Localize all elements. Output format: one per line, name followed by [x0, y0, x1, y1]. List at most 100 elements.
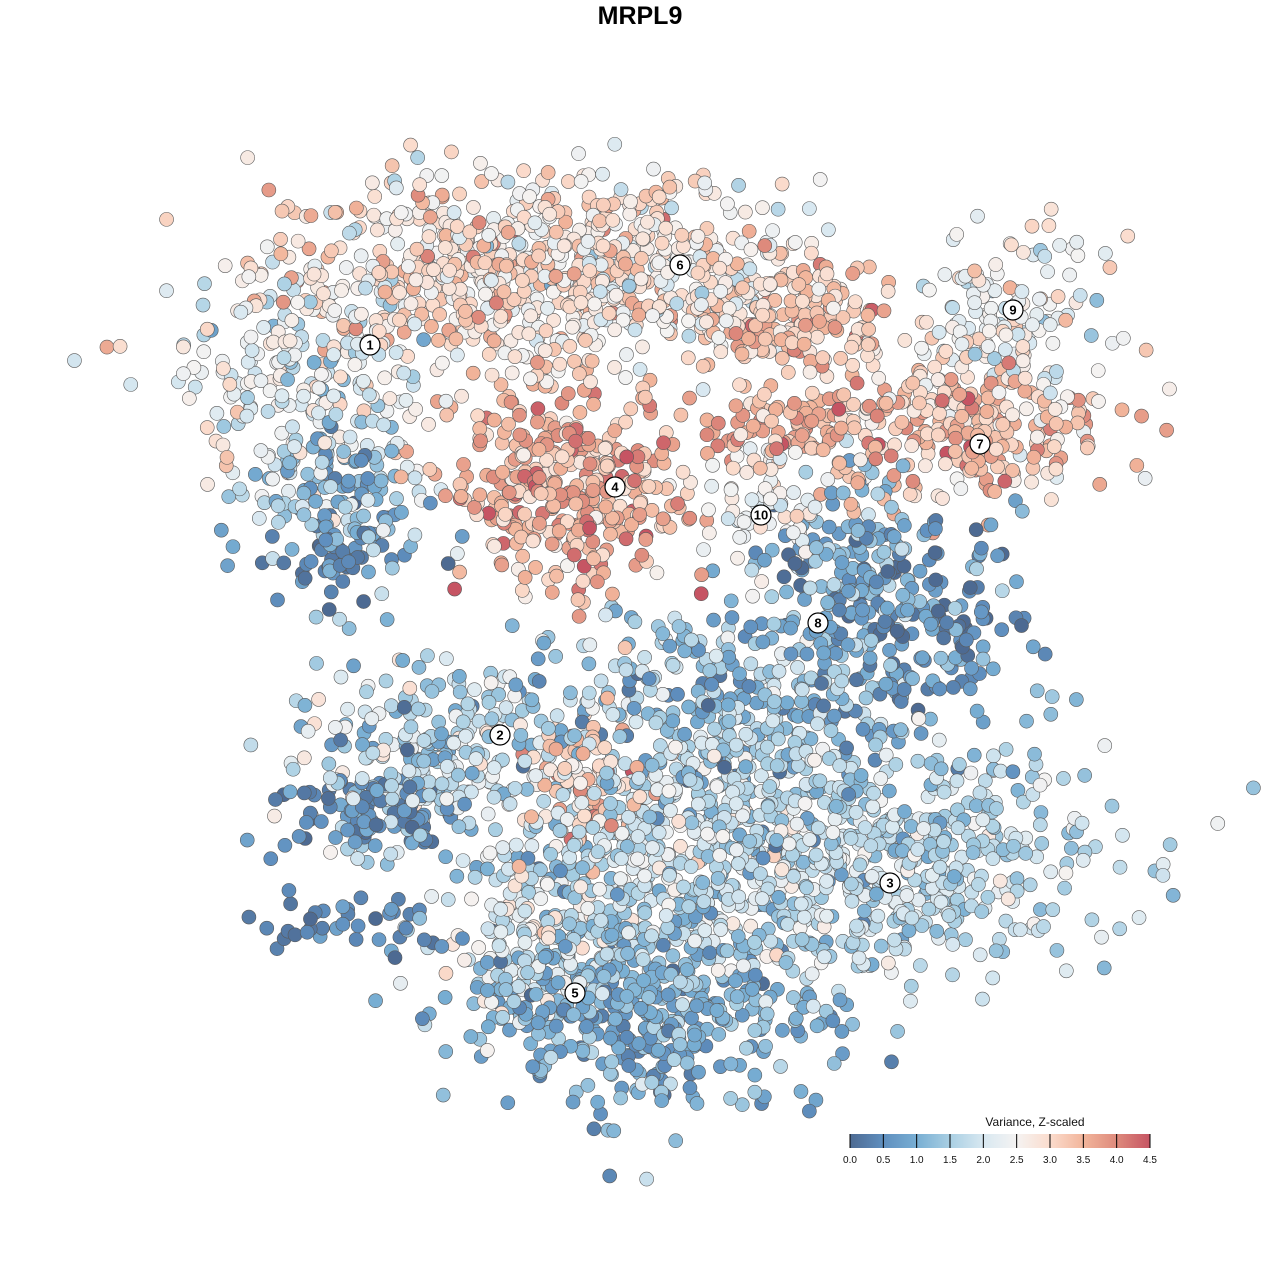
data-point	[1050, 289, 1066, 304]
data-point	[581, 656, 597, 672]
data-point	[608, 1011, 623, 1027]
data-point	[725, 916, 741, 931]
data-point	[618, 256, 633, 272]
data-point	[704, 677, 719, 692]
data-point	[511, 979, 526, 994]
data-point	[549, 568, 564, 584]
data-point	[699, 427, 715, 443]
data-point	[1115, 827, 1130, 843]
data-point	[474, 174, 489, 189]
data-point	[473, 156, 488, 171]
data-point	[798, 317, 813, 333]
data-point	[1022, 877, 1038, 893]
data-point	[590, 844, 606, 860]
data-point	[641, 479, 657, 494]
data-point	[959, 632, 974, 648]
data-point	[525, 1059, 541, 1075]
data-point	[454, 529, 470, 544]
data-point	[460, 696, 476, 712]
data-point	[832, 992, 848, 1008]
data-point	[552, 356, 568, 372]
data-point	[1025, 639, 1041, 655]
data-point	[932, 406, 947, 421]
data-point	[1034, 836, 1050, 851]
data-point	[865, 799, 880, 814]
data-point	[985, 970, 1001, 986]
data-point	[209, 406, 225, 421]
data-point	[864, 869, 880, 884]
data-point	[681, 328, 697, 344]
data-point	[592, 213, 607, 229]
data-point	[1014, 503, 1030, 519]
data-point	[541, 721, 556, 736]
data-point	[706, 748, 722, 764]
data-point	[603, 1030, 618, 1046]
data-point	[935, 491, 950, 506]
data-point	[619, 989, 635, 1004]
data-point	[1043, 201, 1059, 217]
data-point	[839, 740, 854, 756]
data-point	[607, 136, 623, 152]
data-point	[618, 531, 634, 547]
data-point	[811, 820, 826, 836]
data-point	[243, 737, 259, 753]
data-point	[894, 541, 910, 557]
data-point	[913, 958, 928, 973]
data-point	[582, 456, 598, 472]
data-point	[702, 945, 717, 961]
data-point	[720, 196, 735, 212]
data-point	[786, 990, 801, 1005]
data-point	[606, 1123, 622, 1139]
data-point	[693, 586, 709, 602]
data-point	[382, 391, 398, 406]
data-point	[387, 950, 403, 965]
data-point	[480, 1043, 495, 1058]
data-point	[269, 941, 285, 956]
data-point	[645, 840, 660, 855]
data-point	[853, 452, 868, 468]
data-point	[309, 656, 324, 671]
data-point	[517, 935, 533, 950]
data-point	[637, 389, 653, 405]
data-point	[962, 681, 978, 697]
data-point	[844, 893, 860, 909]
data-point	[832, 602, 847, 618]
data-point	[912, 395, 927, 411]
data-point	[514, 583, 530, 598]
data-point	[567, 354, 582, 369]
data-point	[276, 294, 291, 310]
data-point	[159, 283, 174, 299]
data-point	[199, 321, 215, 337]
data-point	[1162, 837, 1178, 852]
data-point	[464, 765, 480, 781]
data-point	[833, 420, 849, 436]
data-point	[296, 507, 312, 523]
data-point	[457, 796, 472, 812]
data-point	[484, 711, 500, 727]
data-point	[333, 369, 348, 385]
data-point	[463, 1029, 479, 1044]
data-point	[420, 648, 435, 663]
data-point	[660, 987, 676, 1003]
data-point	[964, 660, 979, 676]
data-point	[524, 838, 540, 854]
data-point	[318, 532, 334, 548]
data-point	[1015, 339, 1031, 354]
data-point	[267, 808, 282, 824]
data-point	[597, 740, 613, 755]
data-point	[401, 259, 416, 274]
data-point	[434, 726, 449, 742]
data-point	[403, 719, 419, 735]
data-point	[317, 435, 333, 451]
data-point	[284, 542, 300, 557]
cluster-label-9: 9	[1002, 299, 1024, 321]
data-point	[810, 716, 825, 732]
data-point	[299, 924, 315, 940]
data-point	[780, 916, 795, 932]
data-point	[390, 236, 405, 252]
data-point	[549, 708, 565, 723]
data-point	[683, 475, 698, 490]
data-point	[285, 761, 301, 777]
data-point	[719, 943, 735, 959]
data-point	[809, 329, 825, 345]
